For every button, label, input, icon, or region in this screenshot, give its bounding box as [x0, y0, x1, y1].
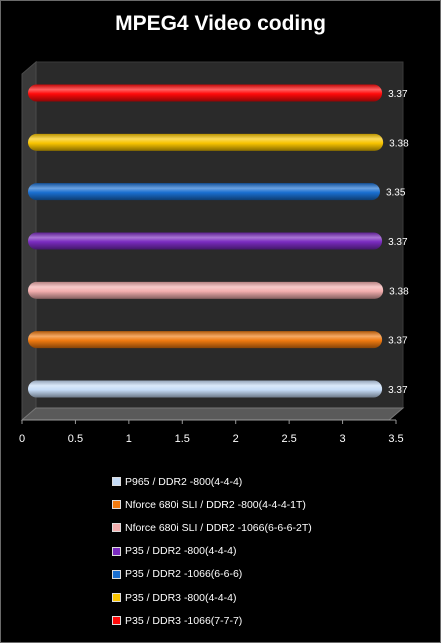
legend-swatch: [112, 500, 121, 510]
legend-label: P35 / DDR2 -800(4-4-4): [125, 545, 237, 558]
bar-value-label-1: 3.37: [388, 385, 408, 396]
bar-7: [28, 84, 383, 102]
bar-value-label-2: 3.37: [388, 336, 408, 347]
legend-label: Nforce 680i SLI / DDR2 -1066(6-6-6-2T): [125, 521, 312, 534]
legend-item: P35 / DDR3 -1066(7-7-7): [112, 609, 312, 632]
x-tick-label: 0.5: [68, 433, 83, 445]
legend-item: P965 / DDR2 -800(4-4-4): [112, 470, 312, 493]
x-tick-label: 1: [126, 433, 132, 445]
x-tick-label: 2.5: [281, 433, 296, 445]
legend-swatch: [112, 477, 121, 487]
legend-item: Nforce 680i SLI / DDR2 -800(4-4-4-1T): [112, 493, 312, 516]
x-tick-label: 1.5: [175, 433, 190, 445]
legend-swatch: [112, 523, 121, 533]
legend-item: P35 / DDR2 -800(4-4-4): [112, 540, 312, 563]
legend-swatch: [112, 593, 121, 603]
bar-5: [28, 183, 380, 201]
legend-label: P965 / DDR2 -800(4-4-4): [125, 475, 243, 488]
legend-label: P35 / DDR3 -800(4-4-4): [125, 591, 237, 604]
bar-4: [28, 232, 383, 250]
legend-swatch: [112, 569, 121, 579]
plot-floor: [20, 407, 405, 421]
bar-value-label-7: 3.37: [388, 89, 408, 100]
bar-6: [28, 133, 384, 151]
bar-value-label-3: 3.38: [389, 286, 409, 297]
bar-1: [28, 380, 383, 398]
x-tick-label: 2: [233, 433, 239, 445]
x-tick-label: 0: [19, 433, 25, 445]
legend-item: P35 / DDR3 -800(4-4-4): [112, 586, 312, 609]
legend-swatch: [112, 546, 121, 556]
x-tick-label: 3.5: [388, 433, 403, 445]
legend-swatch: [112, 616, 121, 626]
x-tick-label: 3: [340, 433, 346, 445]
legend-label: Nforce 680i SLI / DDR2 -800(4-4-4-1T): [125, 498, 306, 511]
legend-item: P35 / DDR2 -1066(6-6-6): [112, 563, 312, 586]
legend-label: P35 / DDR3 -1066(7-7-7): [125, 614, 243, 627]
bar-value-label-4: 3.37: [388, 237, 408, 248]
bar-3: [28, 281, 384, 299]
bar-value-label-5: 3.35: [386, 188, 406, 199]
bar-2: [28, 331, 383, 349]
legend-item: Nforce 680i SLI / DDR2 -1066(6-6-6-2T): [112, 516, 312, 539]
chart-title: MPEG4 Video coding: [115, 12, 326, 35]
legend-label: P35 / DDR2 -1066(6-6-6): [125, 568, 243, 581]
legend: P965 / DDR2 -800(4-4-4) Nforce 680i SLI /…: [112, 470, 312, 632]
bar-value-label-6: 3.38: [389, 138, 409, 149]
